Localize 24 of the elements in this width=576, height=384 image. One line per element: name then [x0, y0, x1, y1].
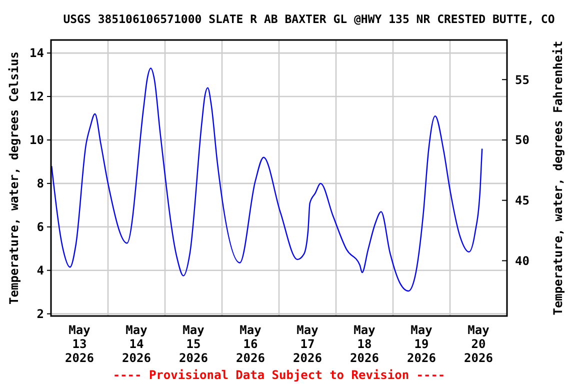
- x-tick-label: May 16 2026: [236, 323, 265, 365]
- y2-tick-label: 40: [515, 254, 530, 268]
- y2-tick-label: 45: [515, 194, 530, 208]
- y-tick-label: 8: [36, 176, 44, 191]
- chart-title: USGS 385106106571000 SLATE R AB BAXTER GL @HWY 135 NR CRESTED BUTTE, CO: [63, 12, 555, 26]
- x-tick-label: May 17 2026: [293, 323, 322, 365]
- x-tick-label: May 13 2026: [65, 323, 94, 365]
- y-tick-label: 6: [36, 220, 44, 234]
- y-axis-title: Temperature, water, degrees Celsius: [7, 52, 21, 304]
- line-series: [51, 68, 483, 292]
- y2-axis-title: Temperature, water, degrees Fahrenheit: [551, 40, 565, 316]
- x-tick-label: May 19 2026: [407, 323, 436, 365]
- y-tick-label: 14: [30, 46, 44, 60]
- y2-tick-label: 50: [515, 133, 530, 148]
- y-tick-label: 2: [36, 307, 44, 322]
- x-tick-label: May 20 2026: [464, 323, 493, 365]
- x-tick-label: May 18 2026: [350, 323, 379, 365]
- x-tick-label: May 15 2026: [179, 323, 208, 365]
- y-tick-label: 12: [30, 90, 44, 104]
- y-tick-label: 10: [30, 133, 44, 148]
- text: ---- Provisional Data Subject to Revision ----: [112, 368, 446, 382]
- x-tick-label: May 14 2026: [122, 323, 151, 365]
- y-tick-label: 4: [36, 264, 44, 278]
- y2-tick-label: 55: [515, 72, 530, 87]
